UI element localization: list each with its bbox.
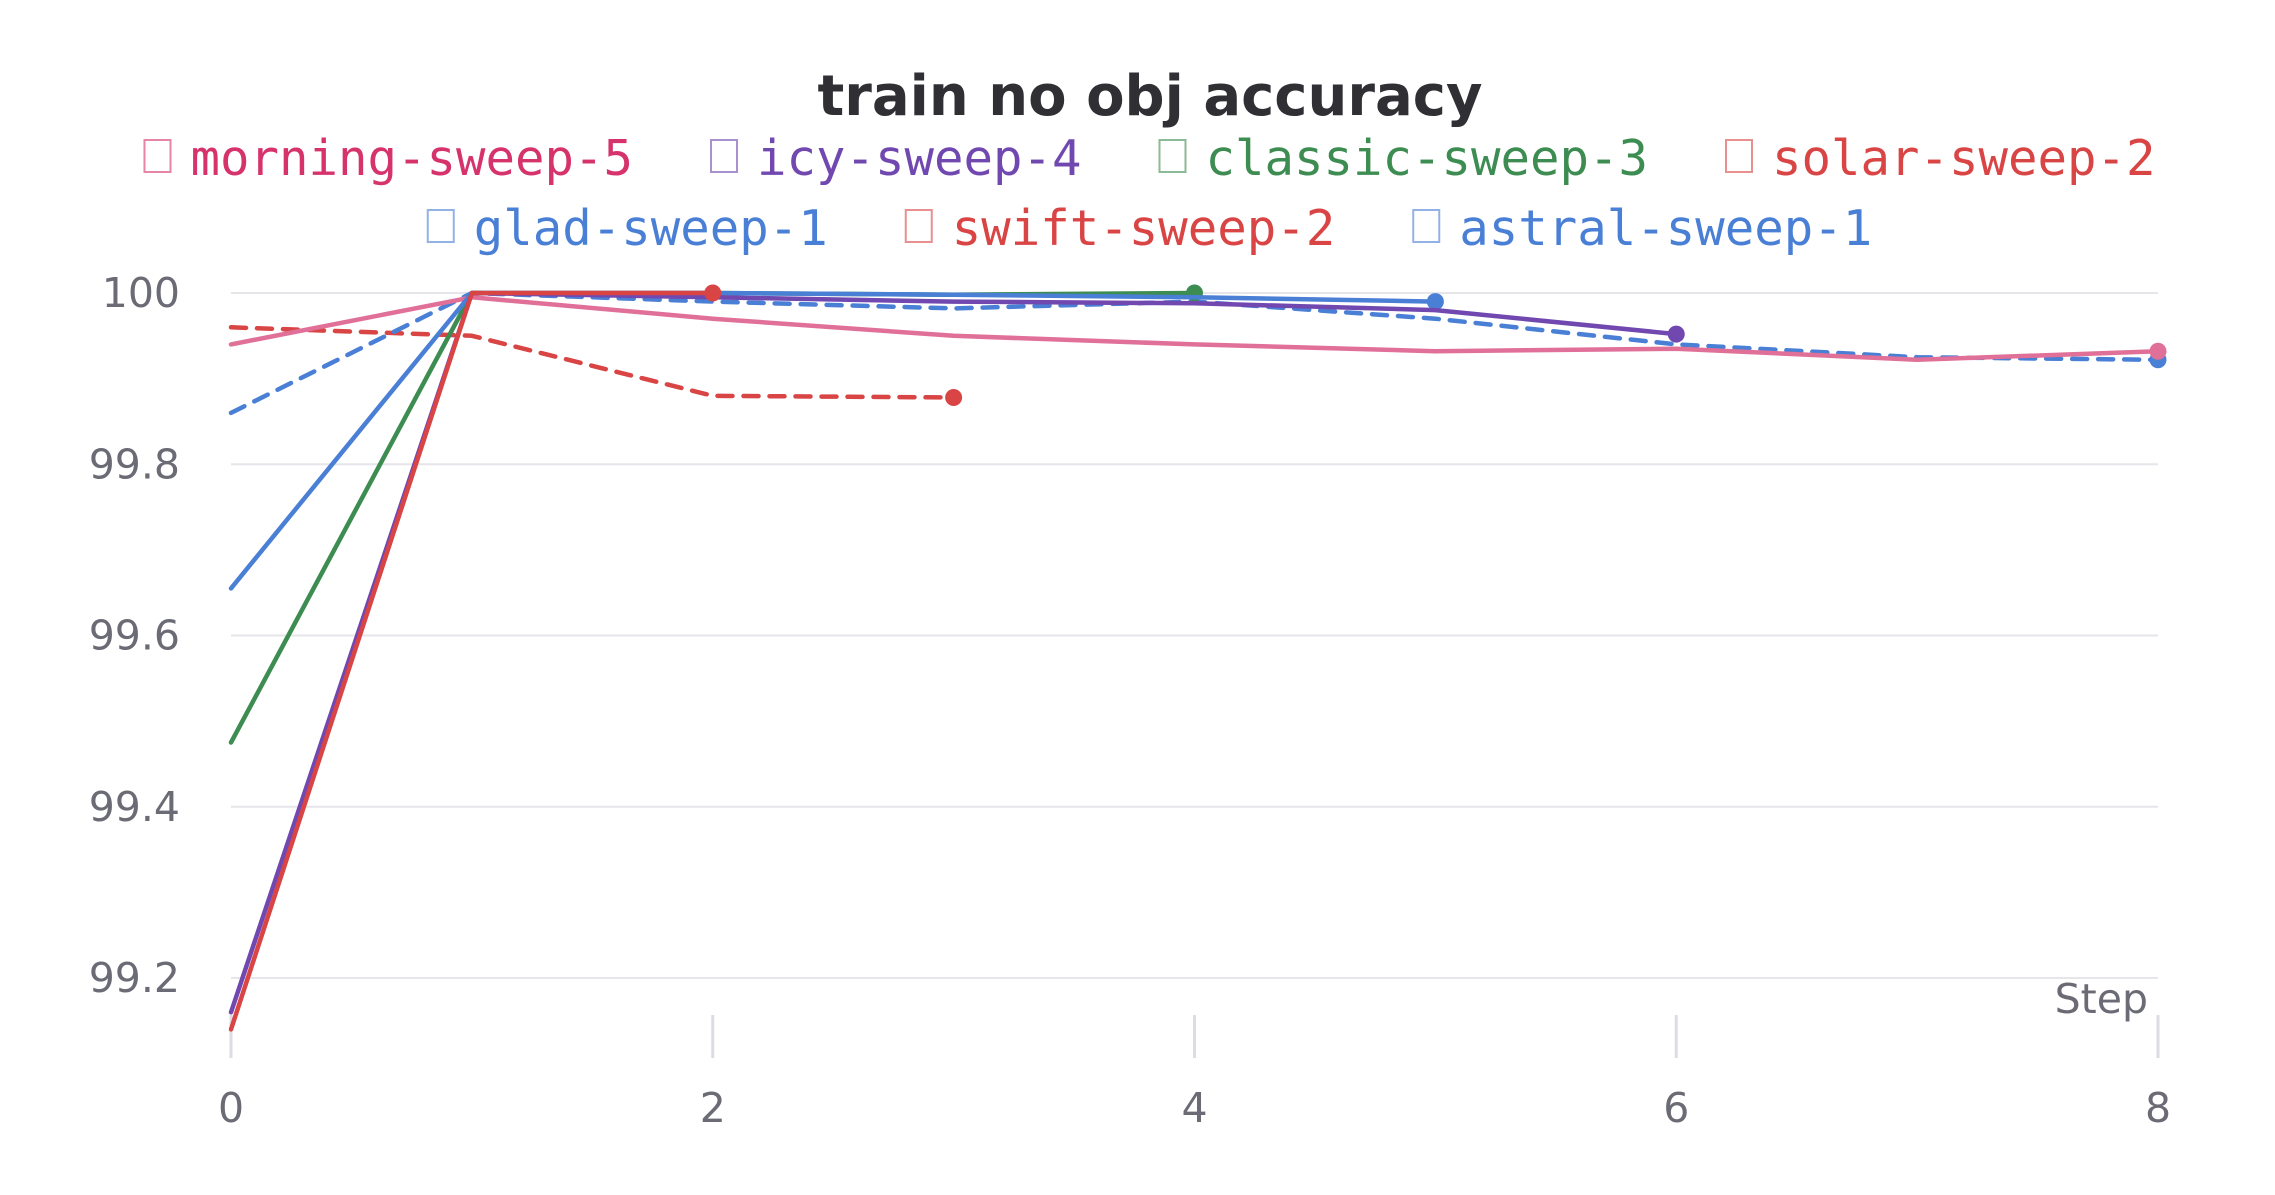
legend-swatch bbox=[1412, 209, 1441, 243]
legend-label: astral-sweep-1 bbox=[1459, 200, 1872, 257]
legend-item-classic-sweep-3[interactable]: classic-sweep-3 bbox=[1158, 130, 1649, 187]
legend-label: morning-sweep-5 bbox=[191, 130, 634, 187]
legend-item-astral-sweep-1[interactable]: astral-sweep-1 bbox=[1412, 200, 1872, 257]
legend-swatch bbox=[904, 209, 933, 243]
legend-item-icy-sweep-4[interactable]: icy-sweep-4 bbox=[710, 130, 1082, 187]
series-line-morning-sweep-5 bbox=[228, 295, 2161, 363]
series-line-swift-sweep-2 bbox=[228, 325, 956, 400]
x-tick-label: 6 bbox=[1663, 1084, 1689, 1132]
chart-legend: morning-sweep-5 icy-sweep-4 classic-sweep-… bbox=[143, 130, 2156, 257]
legend-item-morning-sweep-5[interactable]: morning-sweep-5 bbox=[143, 130, 634, 187]
legend-label: glad-sweep-1 bbox=[474, 200, 828, 257]
series-end-point-solar-sweep-2 bbox=[704, 284, 722, 302]
legend-label: icy-sweep-4 bbox=[757, 130, 1082, 187]
y-tick-label: 99.8 bbox=[89, 440, 180, 488]
series-line-glad-sweep-1 bbox=[228, 290, 1438, 591]
legend-label: solar-sweep-2 bbox=[1772, 130, 2156, 187]
y-tick-label: 100 bbox=[102, 269, 180, 317]
series-line-classic-sweep-3 bbox=[228, 290, 1197, 745]
chart-title: train no obj accuracy bbox=[818, 64, 1483, 129]
legend-item-swift-sweep-2[interactable]: swift-sweep-2 bbox=[904, 200, 1336, 257]
legend-swatch bbox=[1158, 139, 1187, 173]
legend-label: classic-sweep-3 bbox=[1206, 130, 1649, 187]
x-axis-label: Step bbox=[2055, 975, 2148, 1023]
legend-label: swift-sweep-2 bbox=[952, 200, 1336, 257]
legend-item-glad-sweep-1[interactable]: glad-sweep-1 bbox=[426, 200, 828, 257]
series-end-point-swift-sweep-2 bbox=[945, 388, 963, 406]
y-tick-label: 99.2 bbox=[89, 954, 180, 1002]
y-tick-label: 99.4 bbox=[89, 783, 180, 831]
series-line-astral-sweep-1 bbox=[228, 290, 2161, 416]
x-tick-label: 8 bbox=[2145, 1084, 2171, 1132]
legend-swatch bbox=[1725, 139, 1753, 173]
series-lines bbox=[228, 284, 2167, 1032]
legend-swatch bbox=[710, 139, 738, 173]
y-tick-label: 99.6 bbox=[89, 612, 180, 660]
x-tick-label: 0 bbox=[218, 1084, 244, 1132]
series-end-point-morning-sweep-5 bbox=[2149, 342, 2167, 360]
legend-swatch bbox=[143, 139, 172, 173]
series-end-point-icy-sweep-4 bbox=[1667, 325, 1685, 343]
x-tick-label: 2 bbox=[700, 1084, 726, 1132]
series-end-point-glad-sweep-1 bbox=[1426, 293, 1444, 311]
x-tick-label: 4 bbox=[1181, 1084, 1207, 1132]
legend-swatch bbox=[426, 209, 455, 243]
legend-item-solar-sweep-2[interactable]: solar-sweep-2 bbox=[1725, 130, 2156, 187]
series-line-solar-sweep-2 bbox=[228, 290, 716, 1032]
grid-lines bbox=[231, 292, 2158, 979]
y-axis: 99.2 99.4 99.6 99.8 100 bbox=[89, 269, 180, 1002]
x-axis: 0 2 4 6 8 bbox=[218, 1015, 2171, 1132]
